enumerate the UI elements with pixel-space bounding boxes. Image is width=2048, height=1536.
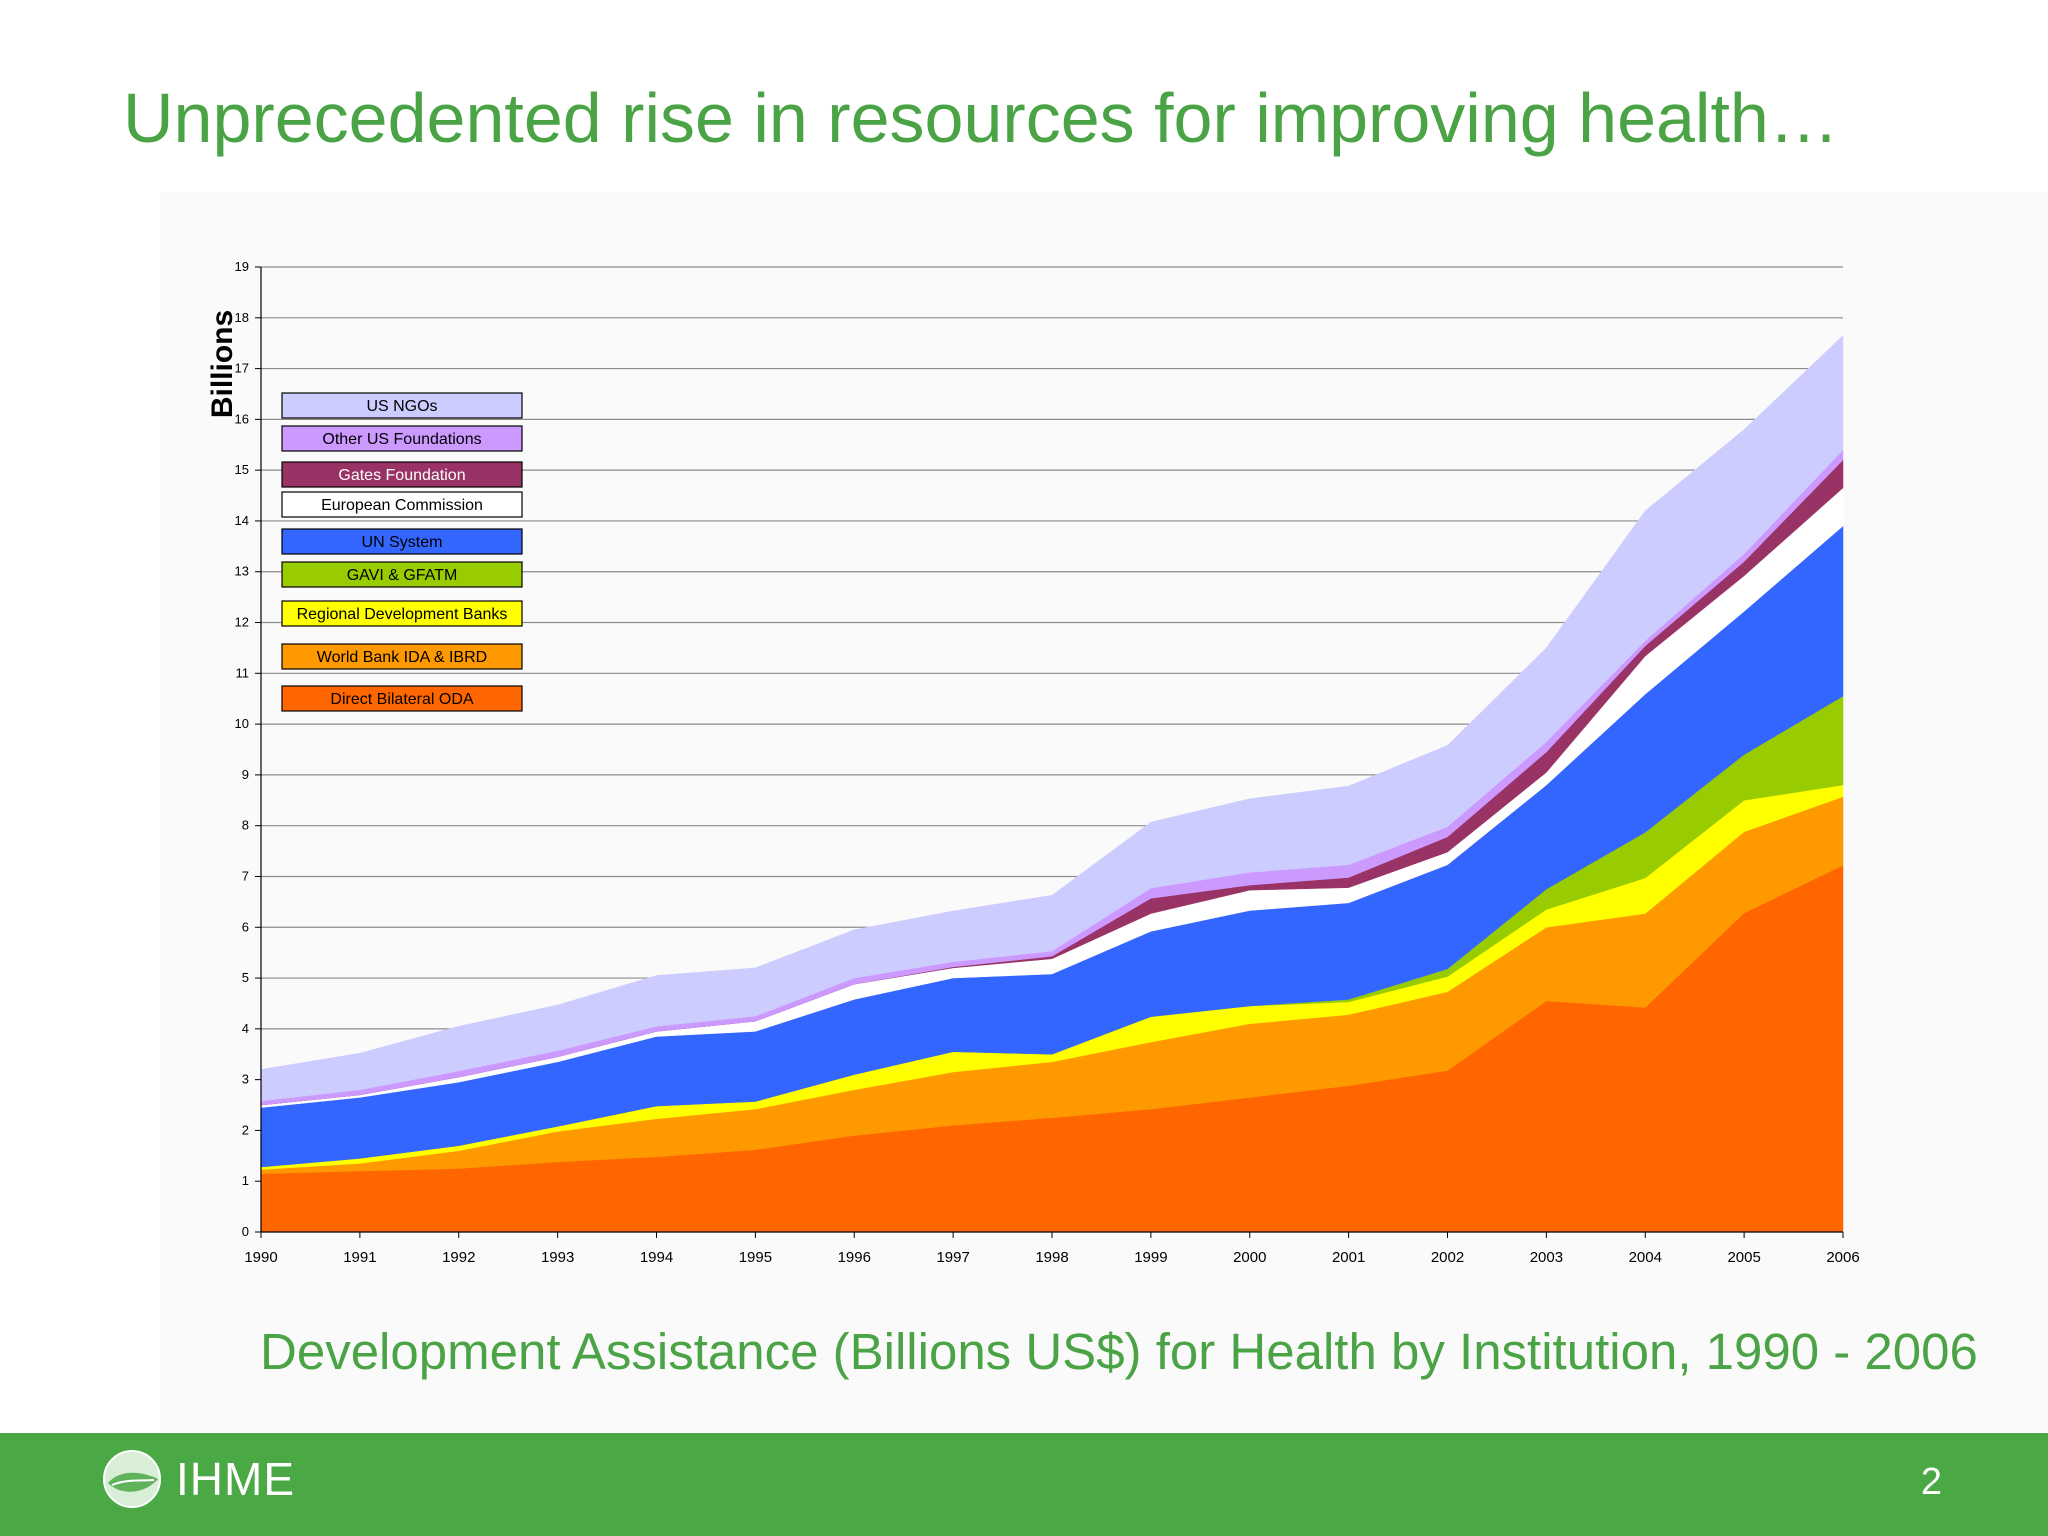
legend-swatch bbox=[281, 643, 523, 670]
y-tick-label: 8 bbox=[242, 818, 249, 833]
chart-subtitle: Development Assistance (Billions US$) fo… bbox=[260, 1323, 1978, 1380]
x-tick-label: 1991 bbox=[343, 1249, 376, 1266]
x-tick-label: 1990 bbox=[244, 1249, 277, 1266]
legend-swatch bbox=[281, 461, 523, 488]
y-tick-label: 2 bbox=[242, 1122, 249, 1137]
y-tick-label: 13 bbox=[235, 564, 249, 579]
legend: US NGOs Other US Foundations Gates Foundat… bbox=[281, 392, 523, 712]
leaf-circle-icon bbox=[103, 1450, 161, 1508]
footer-bar: IHME 2 bbox=[0, 1433, 2048, 1536]
x-tick-label: 1999 bbox=[1134, 1249, 1167, 1266]
x-tick-label: 1992 bbox=[442, 1249, 475, 1266]
area-us-ngos bbox=[260, 334, 1844, 1102]
chart-panel: 0 1 2 3 4 5 6 7 8 9 10 11 12 13 14 15 16 17 18 19 1990 1991 19… bbox=[160, 192, 2048, 1432]
legend-swatch bbox=[281, 561, 523, 588]
legend-item: Gates Foundation bbox=[281, 461, 523, 488]
gridlines bbox=[261, 266, 1843, 1182]
y-tick-label: 4 bbox=[242, 1021, 249, 1036]
x-tick-label: 1997 bbox=[936, 1249, 969, 1266]
legend-label: GAVI & GFATM bbox=[347, 567, 458, 584]
y-axis-label: Billions bbox=[206, 310, 239, 418]
x-tick-label: 2005 bbox=[1727, 1249, 1760, 1266]
x-tick-label: 1998 bbox=[1035, 1249, 1068, 1266]
y-tick-label: 9 bbox=[242, 767, 249, 782]
y-tick-label: 16 bbox=[235, 411, 249, 426]
legend-swatch bbox=[281, 528, 523, 555]
legend-label: European Commission bbox=[321, 497, 483, 514]
logo-text: IHME bbox=[176, 1453, 295, 1505]
legend-item: Regional Development Banks bbox=[281, 600, 523, 627]
y-tick-label: 6 bbox=[242, 919, 249, 934]
page-number: 2 bbox=[1920, 1461, 1942, 1503]
legend-swatch bbox=[281, 392, 523, 419]
y-tick-label: 17 bbox=[235, 361, 249, 376]
area-series bbox=[260, 334, 1844, 1233]
y-tick-label: 10 bbox=[235, 716, 249, 731]
legend-swatch bbox=[281, 685, 523, 712]
y-tick-label: 5 bbox=[242, 970, 249, 985]
legend-item: UN System bbox=[281, 528, 523, 555]
x-tick-label: 1994 bbox=[640, 1249, 673, 1266]
legend-swatch bbox=[281, 600, 523, 627]
legend-label: Direct Bilateral ODA bbox=[330, 691, 473, 708]
logo: IHME bbox=[102, 1447, 295, 1511]
y-tick-label: 11 bbox=[236, 665, 250, 680]
x-tick-label: 2001 bbox=[1332, 1249, 1365, 1266]
x-tick-label: 2006 bbox=[1826, 1249, 1859, 1266]
x-tick-label: 2003 bbox=[1530, 1249, 1563, 1266]
legend-item: World Bank IDA & IBRD bbox=[281, 643, 523, 670]
legend-swatch bbox=[281, 491, 523, 518]
legend-label: UN System bbox=[362, 534, 443, 551]
legend-label: Other US Foundations bbox=[322, 431, 481, 448]
legend-item: Other US Foundations bbox=[281, 425, 523, 452]
legend-item: Direct Bilateral ODA bbox=[281, 685, 523, 712]
y-tick-label: 1 bbox=[242, 1173, 249, 1188]
y-tick-label: 7 bbox=[242, 868, 249, 883]
y-tick-label: 15 bbox=[235, 462, 249, 477]
y-tick-label: 19 bbox=[235, 259, 249, 274]
legend-item: European Commission bbox=[281, 491, 523, 518]
legend-label: US NGOs bbox=[366, 398, 437, 415]
x-tick-label: 2000 bbox=[1233, 1249, 1266, 1266]
y-tick-label: 3 bbox=[242, 1072, 249, 1087]
slide-title: Unprecedented rise in resources for impr… bbox=[123, 79, 1839, 157]
y-tick-label: 18 bbox=[235, 310, 249, 325]
x-tick-label: 1995 bbox=[739, 1249, 772, 1266]
legend-item: GAVI & GFATM bbox=[281, 561, 523, 588]
legend-label: Gates Foundation bbox=[338, 467, 465, 484]
x-tick-label: 1996 bbox=[838, 1249, 871, 1266]
y-tick-label: 12 bbox=[235, 615, 249, 630]
legend-label: World Bank IDA & IBRD bbox=[317, 649, 487, 666]
x-tick-label: 1993 bbox=[541, 1249, 574, 1266]
y-tick-label: 0 bbox=[242, 1224, 249, 1239]
x-tick-label: 2002 bbox=[1431, 1249, 1464, 1266]
legend-label: Regional Development Banks bbox=[297, 606, 508, 623]
y-tick-label: 14 bbox=[235, 513, 249, 528]
x-tick-label: 2004 bbox=[1629, 1249, 1662, 1266]
legend-swatch bbox=[281, 425, 523, 452]
legend-item: US NGOs bbox=[281, 392, 523, 419]
